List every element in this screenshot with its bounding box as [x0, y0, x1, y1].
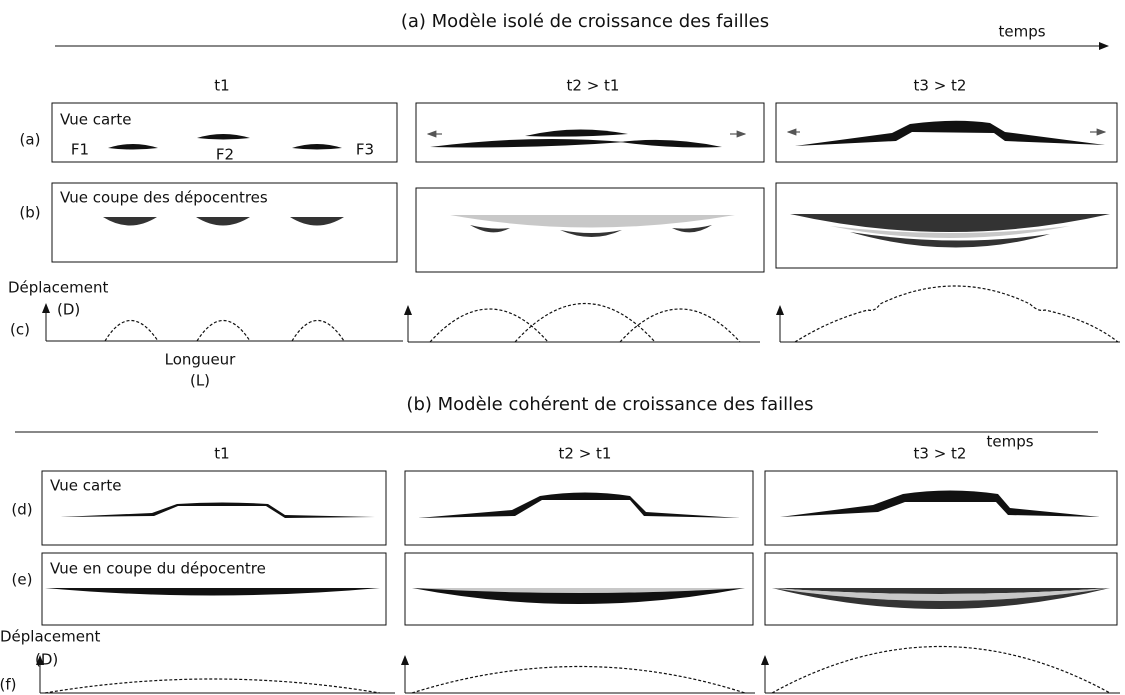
section-title: (a) Modèle isolé de croissance des faill…: [401, 11, 769, 32]
fault-label: F3: [356, 141, 374, 159]
panel: [416, 188, 764, 272]
row-label: (a): [20, 131, 41, 149]
displacement-profile: [795, 286, 1118, 342]
section-title: (b) Modèle cohérent de croissance des fa…: [406, 394, 813, 415]
fault: [525, 129, 628, 136]
displacement-profile: [105, 321, 344, 342]
column-header: t1: [214, 77, 229, 95]
fault: [292, 144, 342, 150]
row-label: (e): [12, 571, 33, 589]
axis-title: Déplacement: [0, 628, 100, 646]
panel: [765, 471, 1117, 545]
fault: [60, 503, 375, 519]
fault: [620, 140, 722, 148]
displacement-profile: [412, 667, 745, 694]
depocenter: [672, 225, 712, 232]
fault: [197, 134, 250, 140]
depocenter: [290, 217, 344, 226]
displacement-profile: [430, 304, 740, 343]
depocenter: [470, 225, 510, 232]
time-label: temps: [998, 23, 1045, 41]
fault: [780, 491, 1100, 518]
fault-label: F2: [216, 146, 234, 164]
depocenter: [560, 230, 622, 237]
panel-title: Vue en coupe du dépocentre: [50, 560, 266, 578]
axis-unit: (D): [35, 651, 58, 669]
axis-title: Longueur: [165, 351, 237, 369]
fault: [430, 139, 625, 147]
column-header: t3 > t2: [914, 77, 967, 95]
row-label: (f): [0, 676, 17, 694]
panel-title: Vue carte: [60, 111, 131, 129]
row-label: (d): [11, 501, 32, 519]
column-header: t1: [214, 445, 229, 463]
axis-unit: (L): [190, 372, 210, 390]
panel: [405, 471, 753, 545]
depocenter: [196, 217, 250, 226]
axis-unit: (D): [57, 301, 80, 319]
displacement-profile: [45, 679, 380, 693]
fault: [108, 144, 158, 150]
panel-title: Vue carte: [50, 477, 121, 495]
panel: [776, 103, 1117, 162]
panel-title: Vue coupe des dépocentres: [60, 189, 268, 207]
diagram: (a) Modèle isolé de croissance des faill…: [0, 0, 1125, 695]
column-header: t3 > t2: [914, 445, 967, 463]
column-header: t2 > t1: [567, 77, 620, 95]
surface: [450, 213, 735, 215]
fault: [795, 121, 1105, 146]
depocenter: [45, 588, 380, 596]
column-header: t2 > t1: [559, 445, 612, 463]
row-label: (b): [19, 204, 40, 222]
depocenter: [450, 215, 735, 228]
axis-title: Déplacement: [8, 279, 108, 297]
fault: [418, 493, 740, 519]
depocenter: [790, 214, 1110, 232]
row-label: (c): [10, 321, 30, 339]
fault-label: F1: [71, 141, 89, 159]
depocenter: [103, 217, 157, 226]
displacement-profile: [772, 647, 1110, 694]
time-label: temps: [986, 433, 1033, 451]
